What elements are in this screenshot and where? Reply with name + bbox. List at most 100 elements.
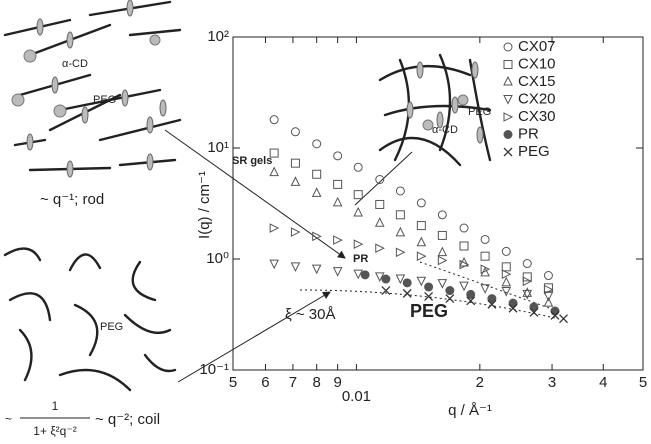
data-point — [543, 271, 553, 281]
data-point — [395, 226, 406, 237]
data-point — [269, 148, 279, 158]
schematic-label: PEG — [100, 321, 123, 333]
legend-marker — [503, 60, 513, 69]
annotation: ξ ~ 30Å — [285, 306, 336, 323]
data-point — [353, 269, 364, 280]
rod-schematic — [3, 0, 182, 178]
y-tick-label: 10⁰ — [206, 250, 229, 267]
data-point — [550, 306, 560, 316]
legend-label: PEG — [518, 143, 550, 160]
legend-marker — [503, 42, 513, 52]
y-tick-label: 10¹ — [207, 139, 229, 156]
data-point — [424, 282, 434, 292]
data-point — [290, 262, 301, 272]
x-tick-label: 9 — [333, 374, 341, 391]
x-tick-label: 5 — [639, 374, 647, 391]
data-point — [416, 251, 427, 262]
schematic-caption: ~ q⁻¹; rod — [40, 191, 104, 208]
data-point — [459, 223, 469, 233]
x-tick-label: 8 — [313, 374, 321, 391]
data-point — [374, 272, 385, 283]
data-point — [424, 291, 434, 301]
inset-schematic — [378, 53, 492, 167]
data-point — [543, 291, 554, 302]
formula-numerator: 1 — [52, 399, 59, 413]
data-point — [437, 210, 447, 220]
data-point — [381, 274, 391, 284]
data-point — [550, 310, 560, 320]
x-tick-label: 4 — [599, 374, 607, 391]
data-point — [501, 276, 512, 287]
data-point — [395, 274, 406, 285]
data-point — [437, 230, 447, 240]
data-point — [269, 259, 279, 270]
x-axis-label: q / Å⁻¹ — [448, 402, 492, 419]
data-point — [381, 286, 391, 295]
data-point — [395, 210, 405, 220]
legend-marker — [503, 112, 514, 122]
data-point — [333, 151, 343, 161]
data-point — [416, 198, 426, 208]
data-point — [480, 234, 490, 244]
data-point — [290, 127, 300, 137]
data-point — [311, 187, 322, 197]
data-point — [395, 186, 405, 196]
data-point — [353, 190, 363, 200]
legend-marker — [503, 147, 513, 157]
data-point — [353, 206, 364, 217]
y-tick-label: 10⁻¹ — [199, 361, 229, 378]
x-tick-label: 2 — [476, 374, 484, 391]
data-point — [559, 314, 568, 324]
data-point — [508, 303, 518, 313]
data-point — [312, 231, 322, 242]
data-point — [416, 276, 427, 287]
data-point — [290, 227, 301, 237]
formula-denominator: 1+ ξ²q⁻² — [33, 424, 76, 438]
data-point — [487, 294, 497, 304]
data-point — [290, 158, 300, 168]
data-point — [416, 221, 426, 231]
data-point — [508, 298, 518, 308]
data-point — [333, 235, 343, 245]
legend-label: CX15 — [518, 73, 556, 90]
data-point — [529, 307, 539, 317]
data-point — [375, 175, 385, 185]
data-point — [290, 176, 301, 186]
x-tick-label: 0.01 — [342, 388, 371, 405]
data-point — [459, 259, 470, 270]
data-point — [543, 284, 554, 295]
data-point — [501, 286, 512, 297]
data-point — [402, 278, 412, 288]
data-point — [445, 286, 455, 296]
x-tick-label: 6 — [261, 374, 269, 391]
data-point — [374, 217, 385, 227]
data-point — [466, 289, 476, 299]
data-point — [333, 179, 343, 189]
annotation: PR — [353, 253, 368, 265]
data-point — [269, 166, 279, 177]
data-point — [311, 264, 322, 275]
schematic-label: α-CD — [62, 58, 88, 70]
legend-label: CX20 — [518, 90, 556, 107]
data-point — [529, 302, 539, 312]
data-point — [522, 259, 532, 269]
data-point — [543, 297, 554, 307]
legend-label: PR — [518, 125, 539, 142]
data-point — [269, 223, 280, 233]
schematic-label: α-CD — [432, 124, 458, 136]
data-point — [312, 139, 322, 149]
data-point — [445, 294, 455, 304]
data-point — [466, 296, 476, 306]
legend-label: CX10 — [518, 55, 556, 72]
schematic-label: PEG — [468, 106, 491, 118]
data-point — [353, 162, 363, 172]
data-point — [480, 284, 490, 294]
data-point — [501, 246, 511, 256]
data-point — [269, 115, 279, 125]
coil-schematic — [3, 247, 177, 392]
schematic-label: PEG — [93, 94, 116, 106]
schematic-caption: ~ q⁻²; coil — [95, 411, 160, 428]
y-axis-label: I(q) / cm⁻¹ — [196, 171, 213, 239]
data-point — [360, 270, 370, 280]
